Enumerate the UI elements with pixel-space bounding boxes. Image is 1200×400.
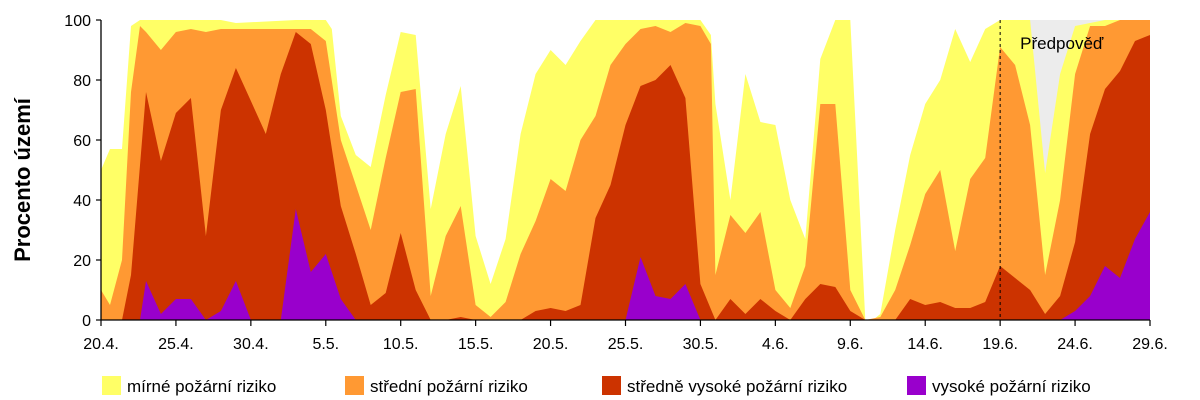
x-tick-label: 10.5. (383, 336, 419, 353)
legend-label-1: mírné požární riziko (127, 377, 276, 396)
y-tick-label: 40 (73, 193, 91, 210)
y-tick-label: 100 (64, 13, 91, 30)
x-tick-label: 25.4. (158, 336, 194, 353)
series-area-3 (101, 32, 1150, 320)
x-tick-label: 30.4. (233, 336, 269, 353)
x-tick-label: 15.5. (458, 336, 494, 353)
legend-label-3: středně vysoké požární riziko (627, 377, 847, 396)
x-tick-label: 30.5. (683, 336, 719, 353)
legend-label-2: střední požární riziko (370, 377, 528, 396)
legend-swatch-2 (345, 376, 364, 395)
legend-label-4: vysoké požární riziko (932, 377, 1091, 396)
x-tick-label: 9.6. (837, 336, 864, 353)
legend-swatch-4 (907, 376, 926, 395)
y-tick-label: 80 (73, 73, 91, 90)
x-tick-label: 25.5. (608, 336, 644, 353)
forecast-annotation: Předpověď (1020, 34, 1104, 53)
y-tick-label: 0 (82, 313, 91, 330)
x-tick-label: 20.5. (533, 336, 569, 353)
legend-swatch-3 (602, 376, 621, 395)
x-tick-label: 29.6. (1132, 336, 1168, 353)
x-tick-label: 19.6. (982, 336, 1018, 353)
x-tick-label: 4.6. (762, 336, 789, 353)
x-tick-label: 20.4. (83, 336, 119, 353)
legend: mírné požární riziko střední požární rizi… (102, 376, 1091, 396)
y-axis-title: Procento území (10, 97, 35, 262)
x-tick-label: 24.6. (1057, 336, 1093, 353)
x-tick-label: 5.5. (312, 336, 339, 353)
x-tick-label: 14.6. (907, 336, 943, 353)
y-tick-label: 60 (73, 133, 91, 150)
legend-swatch-1 (102, 376, 121, 395)
y-tick-label: 20 (73, 253, 91, 270)
